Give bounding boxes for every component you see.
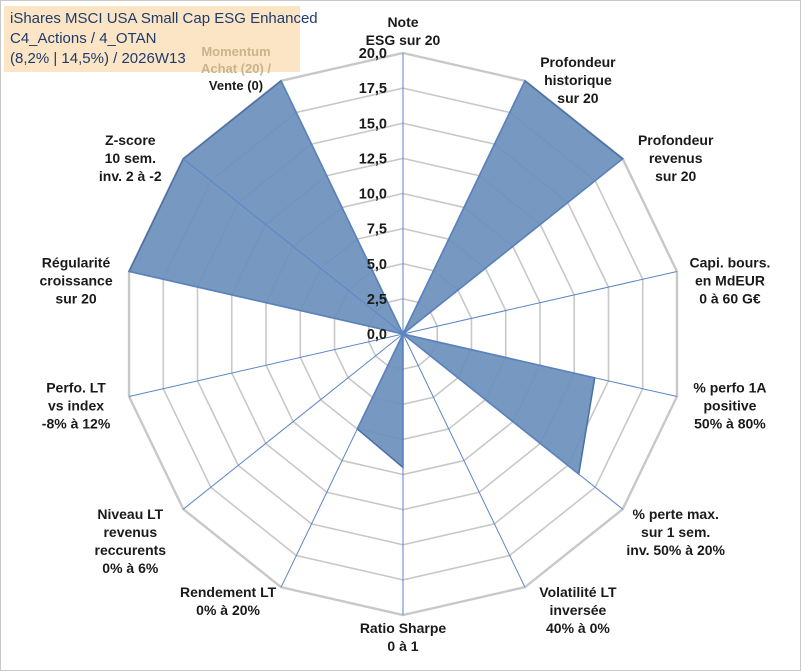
tick-label-0: 0,0 [367,327,387,343]
tick-label-1: 2,5 [367,292,387,308]
axis-label-5: % perte max. sur 1 sem. inv. 50% à 20% [626,506,725,558]
axis-label-11: Régularité croissance sur 20 [39,254,112,306]
axis-label-12: Z-score 10 sem. inv. 2 à -2 [99,132,162,184]
axis-label-momentum-bottom: Vente (0) [208,78,264,93]
axis-label-9: Niveau LT revenus reccurents 0% à 6% [95,506,167,576]
tick-label-6: 15,0 [359,116,387,132]
spoke-10 [128,333,404,398]
axis-label-1: Profondeur historique sur 20 [540,54,616,106]
spoke-13 [280,80,404,335]
axis-label-momentum-top: Momentum Achat (20) / [200,44,272,76]
spoke-2 [402,158,624,335]
axis-label-7: Ratio Sharpe 0 à 1 [360,620,447,654]
axis-label-3: Capi. bours. en MdEUR 0 à 60 G€ [690,254,771,306]
fund-performance: (8,2% | 14,5%) / 2026W13 [10,50,186,67]
tick-label-4: 10,0 [359,187,387,203]
spoke-3 [402,270,678,335]
axis-label-0: Note ESG sur 20 [366,14,441,48]
axis-label-2: Profondeur revenus sur 20 [638,132,714,184]
axis-label-4: % perfo 1A positive 50% à 80% [693,380,766,432]
spoke-6 [402,333,526,588]
spoke-5 [402,333,624,510]
spoke-8 [280,333,404,588]
axis-label-8: Rendement LT 0% à 20% [180,584,277,618]
tick-label-3: 7,5 [367,222,387,238]
spoke-11 [128,270,404,335]
spoke-12 [182,158,404,335]
fund-category: C4_Actions / 4_OTAN [10,30,157,47]
fund-name: iShares MSCI USA Small Cap ESG Enhanced [10,10,318,27]
tick-label-2: 5,0 [367,257,387,273]
spoke-9 [182,333,404,510]
axis-label-6: Volatilité LT inversée 40% à 0% [539,584,617,636]
spoke-4 [402,333,678,398]
tick-label-8: 20,0 [359,46,387,62]
fund-info-box: iShares MSCI USA Small Cap ESG Enhanced … [4,6,318,72]
tick-label-5: 12,5 [359,151,387,167]
spoke-1 [402,80,526,335]
tick-label-7: 17,5 [359,81,387,97]
axis-label-10: Perfo. LT vs index -8% à 12% [42,380,111,432]
